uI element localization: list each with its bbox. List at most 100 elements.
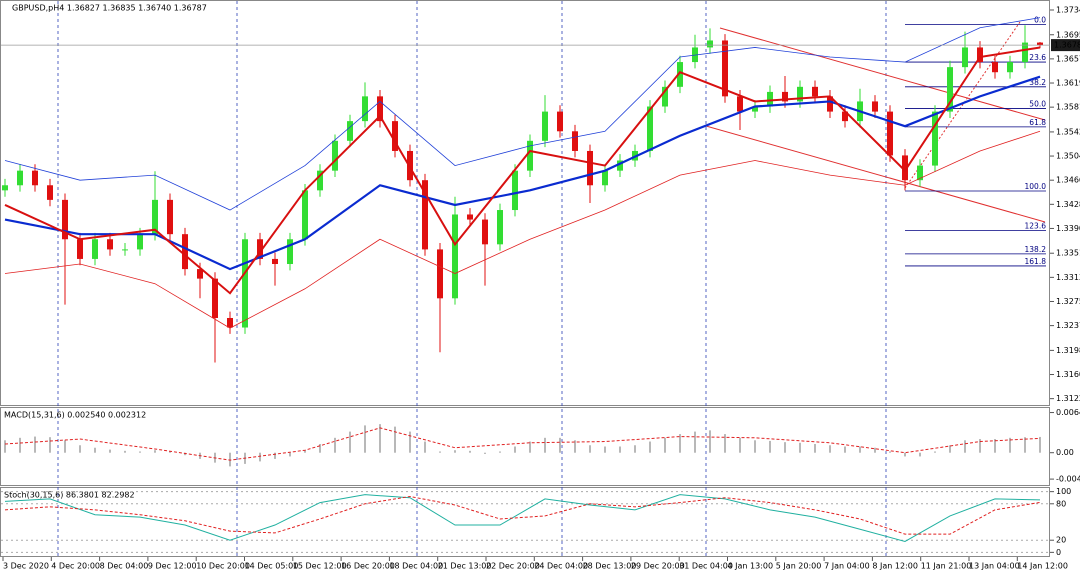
candle-body	[722, 40, 728, 97]
candle-body	[377, 96, 383, 122]
fib-label: 23.6	[1029, 53, 1046, 62]
candle-body	[812, 86, 818, 97]
x-tick-label: 4 Dec 20:00	[51, 562, 100, 571]
main-panel-border	[0, 0, 1050, 406]
candle-body	[767, 91, 773, 107]
symbol-header: GBPUSD,pH4 1.36827 1.36835 1.36740 1.367…	[12, 4, 207, 13]
channel-lower	[705, 125, 1046, 223]
candle-body	[902, 155, 908, 181]
moving-average	[4, 130, 1041, 329]
candle-body	[122, 249, 128, 251]
y-tick-label: 1.35420	[1056, 127, 1080, 136]
candle-body	[437, 249, 443, 299]
fib-label: 50.0	[1029, 99, 1046, 108]
candle-body	[737, 96, 743, 112]
candle-body	[467, 214, 473, 220]
candle-body	[782, 91, 788, 102]
candle-body	[197, 269, 203, 279]
y-tick-label: 1.32370	[1056, 321, 1080, 330]
stoch-header: Stoch(30,15,6) 86.3801 82.2982	[4, 491, 135, 500]
candle-body	[1007, 62, 1013, 73]
candle-body	[542, 111, 548, 141]
trend-channel	[705, 21, 1046, 223]
candle-body	[332, 140, 338, 171]
candle-body	[392, 121, 398, 151]
candle-body	[137, 234, 143, 250]
x-tick-label: 28 Dec 13:00	[583, 562, 637, 571]
candle-body	[992, 62, 998, 73]
candle-body	[617, 160, 623, 171]
y-tick-label: 1.37340	[1056, 5, 1080, 14]
candle-body	[77, 239, 83, 259]
y-tick-label: 100	[1056, 487, 1071, 496]
x-tick-label: 14 Jan 12:00	[1017, 562, 1068, 571]
x-tick-label: 8 Dec 04:00	[100, 562, 149, 571]
y-tick-label: -0.00425	[1056, 475, 1080, 484]
price-tag-label: 1.36787	[1054, 41, 1080, 50]
candle-body	[842, 111, 848, 122]
x-tick-label: 16 Dec 20:00	[341, 562, 395, 571]
candle-body	[287, 239, 293, 265]
moving-average	[4, 17, 1041, 211]
moving-average	[4, 75, 1041, 271]
candle-body	[887, 111, 893, 156]
x-tick-label: 13 Jan 04:00	[969, 562, 1020, 571]
candle-body	[317, 170, 323, 191]
candle-body	[452, 214, 458, 299]
x-tick-label: 10 Dec 20:00	[196, 562, 250, 571]
candle-body	[677, 62, 683, 87]
candle-body	[707, 40, 713, 48]
candle-body	[587, 150, 593, 186]
candle-body	[272, 258, 278, 265]
y-tick-label: 1.31220	[1056, 394, 1080, 403]
y-tick-label: 1.36190	[1056, 79, 1080, 88]
channel-upper	[719, 27, 1046, 121]
candle-body	[182, 234, 188, 270]
candle-body	[647, 106, 653, 151]
candle-body	[17, 170, 23, 186]
fib-label: 161.8	[1025, 257, 1047, 266]
y-tick-label: 1.35810	[1056, 103, 1080, 112]
candle-body	[827, 96, 833, 112]
session-separators	[57, 1, 887, 557]
candle-body	[2, 185, 8, 191]
y-tick-label: 0.00	[1056, 448, 1074, 457]
fib-label: 100.0	[1025, 182, 1047, 191]
candle-body	[962, 47, 968, 68]
candle-body	[1022, 42, 1028, 63]
price-tag	[1051, 39, 1080, 52]
macd-header: MACD(15,31,6) 0.002540 0.002312	[4, 411, 146, 420]
candle-body	[92, 239, 98, 259]
x-tick-label: 29 Dec 20:00	[631, 562, 685, 571]
candle-body	[512, 170, 518, 211]
stoch-line	[4, 495, 1041, 535]
x-tick-label: 4 Jan 13:00	[728, 562, 774, 571]
candle-body	[977, 47, 983, 63]
fib-label: 61.8	[1029, 118, 1046, 127]
candle-body	[917, 165, 923, 181]
candle-body	[947, 67, 953, 112]
candle-body	[662, 86, 668, 107]
x-tick-label: 14 Dec 05:00	[245, 562, 299, 571]
candle-body	[602, 170, 608, 186]
y-tick-label: 1.31600	[1056, 370, 1080, 379]
candle-body	[107, 239, 113, 250]
y-tick-label: 1.36570	[1056, 54, 1080, 63]
y-tick-label: 0.006467	[1056, 408, 1080, 417]
x-tick-label: 21 Dec 13:00	[438, 562, 492, 571]
candle-body	[797, 86, 803, 102]
y-tick-label: 1.31980	[1056, 346, 1080, 355]
candle-body	[422, 180, 428, 250]
candle-body	[932, 111, 938, 166]
y-tick-label: 1.33900	[1056, 224, 1080, 233]
candle-body	[212, 278, 218, 318]
y-tick-label: 20	[1056, 536, 1066, 545]
candle-body	[47, 185, 53, 200]
candle-body	[527, 140, 533, 171]
candle-body	[62, 199, 68, 240]
moving-average	[4, 46, 1041, 295]
x-tick-label: 11 Jan 21:00	[921, 562, 972, 571]
y-tick-label: 80	[1056, 499, 1066, 508]
candle-body	[152, 199, 158, 235]
